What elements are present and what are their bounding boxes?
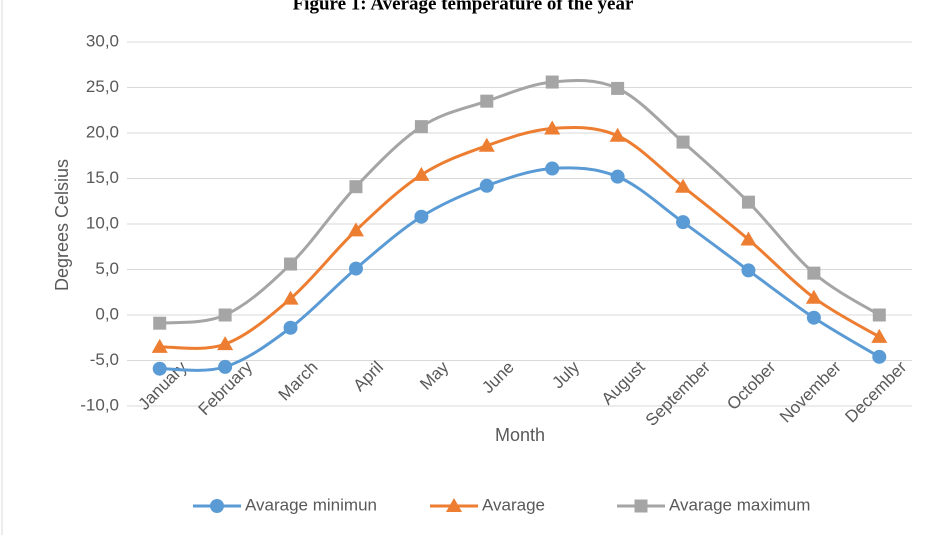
x-tick-label: March bbox=[275, 358, 322, 405]
data-point bbox=[872, 308, 886, 322]
y-tick-label: 5,0 bbox=[95, 259, 119, 278]
data-point bbox=[871, 328, 888, 343]
data-point bbox=[609, 127, 626, 142]
data-point bbox=[545, 161, 560, 176]
x-tick-label: October bbox=[723, 357, 779, 413]
data-point bbox=[348, 261, 363, 276]
data-point bbox=[806, 310, 821, 325]
data-point bbox=[741, 263, 756, 278]
x-tick-label: July bbox=[548, 357, 583, 392]
x-axis-title: Month bbox=[495, 425, 545, 445]
data-point bbox=[151, 338, 168, 353]
data-point bbox=[611, 81, 625, 95]
data-point bbox=[740, 231, 757, 246]
legend-label: Avarage bbox=[482, 495, 545, 514]
chart-title: Figure 1: Average temperature of the yea… bbox=[293, 0, 634, 14]
data-point bbox=[479, 178, 494, 193]
y-axis-title: Degrees Celsius bbox=[52, 159, 72, 291]
y-tick-label: 10,0 bbox=[86, 213, 119, 232]
data-point bbox=[807, 266, 821, 280]
data-point bbox=[805, 289, 822, 304]
data-point bbox=[741, 195, 755, 209]
data-point bbox=[478, 137, 495, 152]
x-tick-label: August bbox=[598, 357, 649, 408]
data-point bbox=[872, 349, 887, 364]
y-tick-label: 20,0 bbox=[86, 122, 119, 141]
data-point bbox=[283, 320, 298, 335]
data-point bbox=[676, 215, 691, 230]
data-point bbox=[414, 209, 429, 224]
legend-marker bbox=[634, 499, 648, 513]
data-point bbox=[480, 94, 494, 108]
legend-marker bbox=[446, 498, 462, 512]
y-tick-label: -10,0 bbox=[80, 395, 119, 414]
data-point bbox=[217, 336, 234, 351]
data-point bbox=[349, 180, 363, 194]
x-tick-label: April bbox=[349, 358, 386, 395]
x-tick-label: June bbox=[478, 358, 518, 398]
data-point bbox=[284, 257, 298, 271]
x-tick-label: December bbox=[841, 357, 910, 426]
data-point bbox=[218, 308, 232, 322]
legend-marker bbox=[210, 499, 224, 513]
data-point bbox=[153, 316, 167, 330]
data-point bbox=[545, 75, 559, 89]
data-point bbox=[152, 361, 167, 376]
y-tick-label: -5,0 bbox=[90, 350, 119, 369]
data-point bbox=[676, 135, 690, 149]
legend-label: Avarage maximum bbox=[669, 495, 810, 514]
data-point bbox=[414, 120, 428, 134]
data-point bbox=[610, 169, 625, 184]
data-point bbox=[347, 222, 364, 237]
y-tick-label: 30,0 bbox=[86, 31, 119, 50]
x-tick-label: November bbox=[776, 357, 845, 426]
data-point bbox=[218, 359, 233, 374]
legend-label: Avarage minimun bbox=[245, 495, 377, 514]
y-tick-label: 0,0 bbox=[95, 304, 119, 323]
y-tick-label: 25,0 bbox=[86, 77, 119, 96]
x-tick-label: September bbox=[642, 357, 714, 429]
y-tick-label: 15,0 bbox=[86, 168, 119, 187]
data-point bbox=[282, 290, 299, 305]
data-point bbox=[544, 120, 561, 135]
x-tick-label: May bbox=[416, 357, 452, 393]
data-point bbox=[675, 178, 692, 193]
data-point bbox=[413, 166, 430, 181]
